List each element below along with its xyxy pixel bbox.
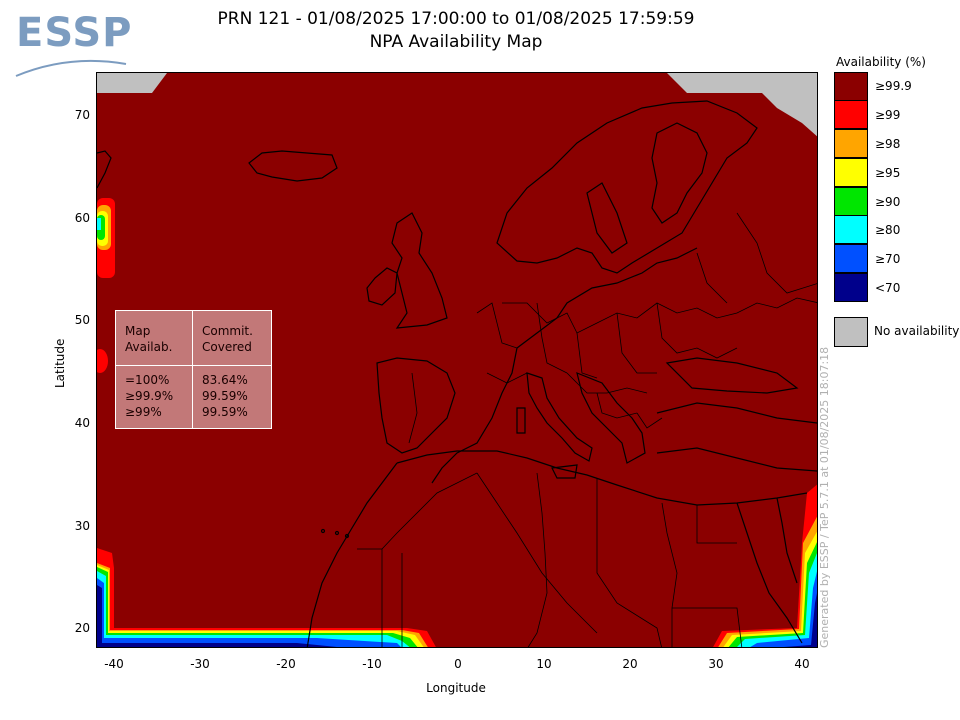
stats-row-label: ≥99.9% xyxy=(125,389,174,403)
stats-row-value: 99.59% xyxy=(202,389,248,403)
x-tick-m20: -20 xyxy=(276,657,296,671)
legend-title: Availability (%) xyxy=(836,55,926,69)
x-tick-20: 20 xyxy=(622,657,638,671)
y-axis-label: Latitude xyxy=(53,339,67,388)
y-axis-label-text: Latitude xyxy=(53,338,67,388)
legend-nodata-swatch xyxy=(834,317,868,347)
generated-by-footer: Generated by ESSP / TeP 5.7.1 at 01/08/2… xyxy=(818,346,831,648)
legend-swatch xyxy=(834,129,868,158)
low-availability-west xyxy=(97,198,115,373)
legend-swatch xyxy=(834,273,868,302)
x-tick-40: 40 xyxy=(794,657,810,671)
x-tick-m30: -30 xyxy=(190,657,210,671)
legend-swatch xyxy=(834,72,868,101)
legend-swatch xyxy=(834,215,868,244)
stats-divider-horizontal xyxy=(116,365,271,366)
low-availability-south-east xyxy=(713,484,817,647)
logo-swoosh-icon xyxy=(15,59,127,77)
map-title: PRN 121 - 01/08/2025 17:00:00 to 01/08/2… xyxy=(217,9,695,29)
legend-label: ≥98 xyxy=(875,137,901,151)
essp-logo: ESSP xyxy=(14,10,131,78)
stats-row-label: =100% xyxy=(125,373,170,387)
availability-stats-box: Map Availab. Commit. Covered =100% 83.64… xyxy=(115,310,272,429)
legend-label: ≥95 xyxy=(875,166,901,180)
legend-label: ≥99 xyxy=(875,108,901,122)
stats-header-map: Map Availab. xyxy=(125,324,173,354)
x-tick-10: 10 xyxy=(536,657,552,671)
logo-text: ESSP xyxy=(16,10,133,56)
y-tick-20: 20 xyxy=(74,621,90,635)
legend-label: ≥70 xyxy=(875,252,901,266)
stats-row-value: 99.59% xyxy=(202,405,248,419)
nodata-region-nw xyxy=(97,73,167,93)
legend-label: ≥90 xyxy=(875,195,901,209)
map-subtitle: NPA Availability Map xyxy=(369,32,543,52)
low-availability-south-west xyxy=(97,548,436,647)
x-tick-m40: -40 xyxy=(104,657,124,671)
y-tick-30: 30 xyxy=(74,519,90,533)
legend-label: ≥99.9 xyxy=(875,79,912,93)
legend-swatch xyxy=(834,244,868,273)
stats-header-commit: Commit. Covered xyxy=(202,324,253,354)
y-tick-50: 50 xyxy=(74,313,90,327)
legend-label: ≥80 xyxy=(875,223,901,237)
map-canvas xyxy=(97,73,817,647)
legend-nodata-label: No availability xyxy=(874,324,960,338)
legend-swatch xyxy=(834,100,868,129)
y-tick-40: 40 xyxy=(74,416,90,430)
x-tick-0: 0 xyxy=(454,657,462,671)
stats-row-value: 83.64% xyxy=(202,373,248,387)
country-borders xyxy=(357,212,817,647)
y-tick-60: 60 xyxy=(74,211,90,225)
stats-divider-vertical xyxy=(192,311,193,428)
y-tick-70: 70 xyxy=(74,108,90,122)
x-tick-30: 30 xyxy=(708,657,724,671)
availability-map xyxy=(96,72,818,648)
x-tick-m10: -10 xyxy=(362,657,382,671)
coastlines xyxy=(97,100,817,647)
legend-label: <70 xyxy=(875,281,901,295)
legend-swatch xyxy=(834,187,868,216)
stats-row-label: ≥99% xyxy=(125,405,162,419)
nodata-region-ne xyxy=(667,73,817,137)
x-axis-label: Longitude xyxy=(426,681,486,695)
legend-swatch xyxy=(834,158,868,187)
